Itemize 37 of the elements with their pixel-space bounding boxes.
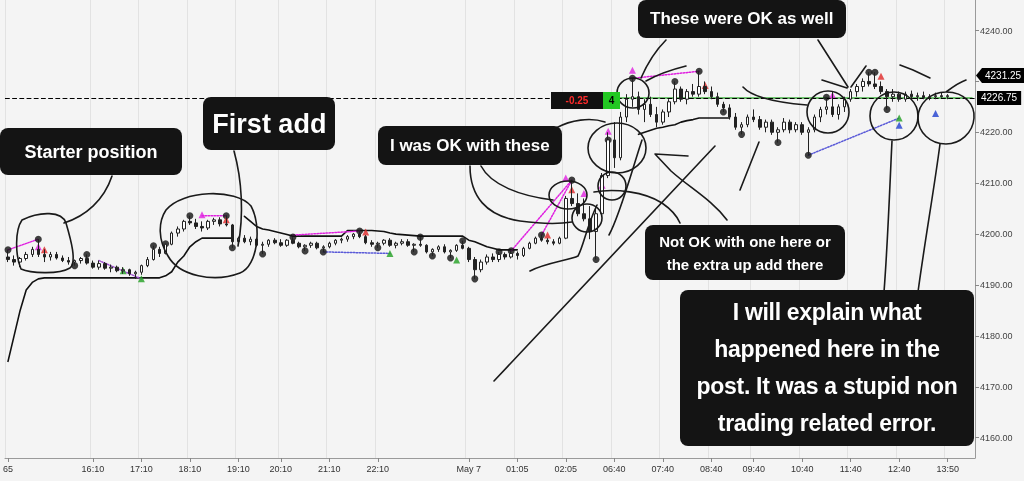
y-tick-label: 4190.00 [980,279,1013,290]
y-tick-label: 4210.00 [980,178,1013,189]
y-tick-label: 4220.00 [980,127,1013,138]
x-tick-label: 18:10 [178,463,202,474]
x-tick-label: 13:50 [936,463,959,474]
annotation: I was OK with these [389,135,550,156]
y-tick-label: 4180.00 [980,330,1013,341]
x-tick-label: 19:10 [227,463,250,474]
x-tick-label: 08:40 [700,463,723,474]
annotation: -0.25 [565,94,589,107]
x-tick-label: 17:10 [130,463,153,474]
x-tick-label: 06:40 [603,463,626,474]
ref-line-label: 4226.75 [981,92,1018,104]
y-tick-label: 4160.00 [980,432,1013,443]
annotation: Not OK with one here or the extra up add there [658,231,832,275]
x-tick-label: 20:10 [269,463,293,474]
x-tick-label: 21:10 [318,463,341,474]
x-tick-label: 01:05 [506,463,529,474]
y-tick-label: 4200.00 [980,229,1013,240]
annotation: 4 [608,94,615,107]
annotation: I will explain what happened here in the post. It was a stupid non trading related error. [695,298,959,438]
x-tick-label: 12:40 [887,463,911,474]
y-tick-label: 4240.00 [980,25,1013,36]
x-tick-label: 22:10 [366,463,390,474]
y-tick-label: 4170.00 [980,381,1013,392]
x-tick-label: 02:05 [554,463,578,474]
annotation: These were OK as well [650,9,834,30]
x-tick-label: 65 [2,463,14,474]
x-tick-label: May 7 [456,463,482,474]
annotation: First add [212,107,327,140]
text: 4231.25 [976,68,1024,83]
annotation: Starter position [24,140,158,163]
x-tick-label: 10:40 [790,463,814,474]
x-tick-label: 09:40 [742,463,765,474]
x-tick-label: 11:40 [839,463,862,474]
x-tick-label: 16:10 [81,463,105,474]
x-tick-label: 07:40 [651,463,675,474]
